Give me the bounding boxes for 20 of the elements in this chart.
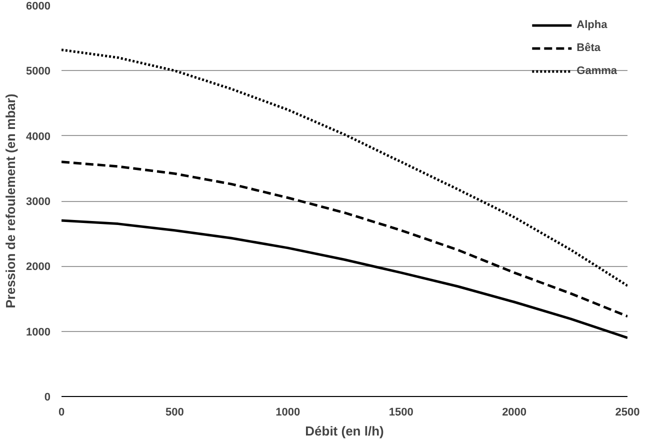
y-tick-label: 4000 [26, 130, 51, 143]
y-tick-label: 0 [44, 392, 51, 404]
y-tick-label: 5000 [26, 66, 51, 78]
x-tick-label: 2000 [502, 406, 527, 418]
x-tick-label: 0 [58, 406, 65, 418]
x-tick-label: 1500 [388, 406, 414, 418]
x-axis-title: Débit (en l/h) [305, 424, 384, 438]
line-series [62, 160, 628, 318]
x-tick-label: 1000 [276, 406, 300, 418]
y-axis-title: Pression de refoulement (en mbar) [3, 94, 18, 308]
x-tick-label: 2500 [615, 406, 640, 418]
y-tick-label: 1000 [26, 326, 51, 338]
x-tick-label: 500 [166, 406, 184, 418]
y-tick-label: 6000 [26, 0, 51, 12]
y-tick-label: 2000 [26, 261, 51, 274]
y-tick-label: 3000 [26, 196, 51, 208]
legend-label: Gamma [576, 65, 617, 77]
legend-label: Alpha [576, 19, 608, 31]
line-series [62, 219, 628, 340]
legend-label: Bêta [576, 42, 600, 54]
